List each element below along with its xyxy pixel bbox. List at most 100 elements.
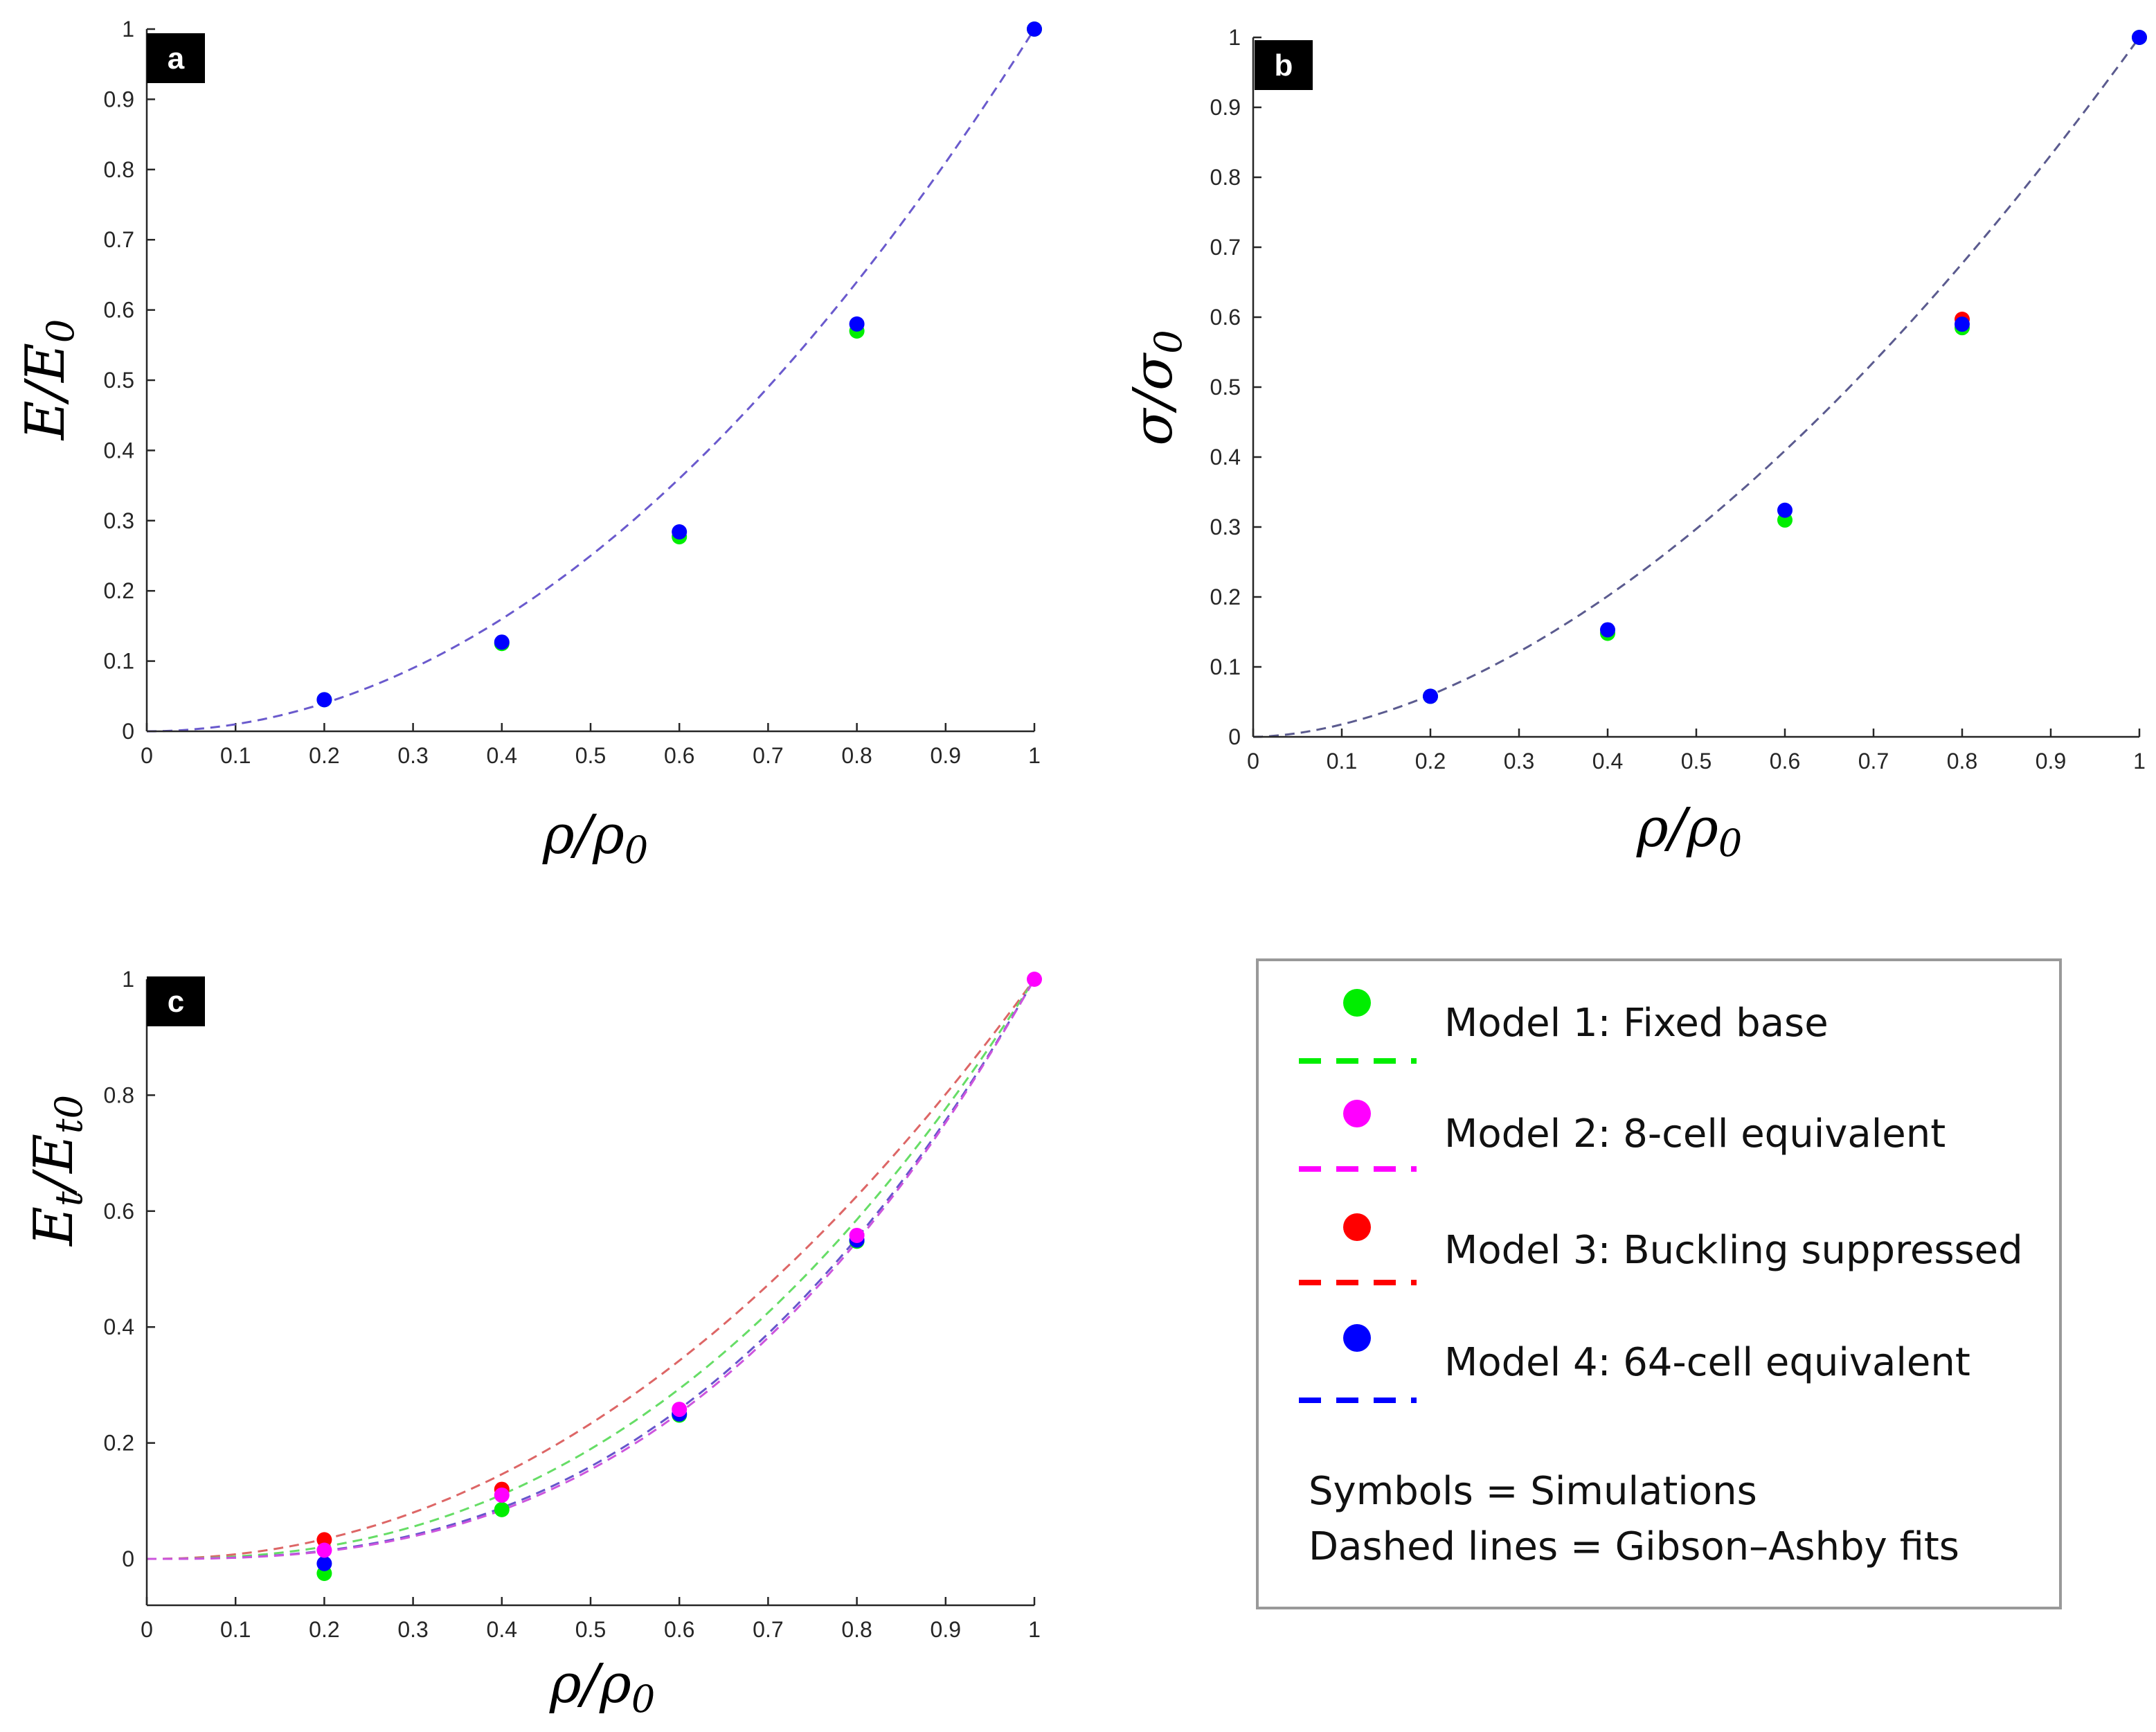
x-tick-label: 0.7 — [753, 1617, 783, 1642]
panel-c-badge — [147, 976, 205, 1026]
y-tick-label: 0.2 — [104, 1431, 134, 1456]
data-point — [494, 1501, 510, 1517]
panel-a-badge — [147, 33, 205, 83]
legend-marker-model2 — [1343, 1100, 1371, 1127]
legend-note-lines: Dashed lines = Gibson–Ashby fits — [1309, 1524, 1959, 1569]
x-tick-label: 0.6 — [1770, 749, 1800, 774]
x-tick-label: 0.2 — [309, 743, 339, 768]
x-tick-label: 0.4 — [487, 1617, 517, 1642]
y-tick-label: 1 — [1228, 25, 1241, 50]
y-tick-label: 0.4 — [104, 438, 134, 463]
y-tick-label: 0 — [122, 719, 134, 744]
y-tick-label: 1 — [122, 17, 134, 42]
legend-note-symbols: Symbols = Simulations — [1309, 1469, 1757, 1514]
x-tick-label: 0 — [141, 743, 153, 768]
panel-b: 0 0.1 0.2 0.3 0.4 0.5 0.6 0.7 0.8 0.9 1 0 0.1 0.2 0.3 0… — [1210, 25, 2147, 774]
y-tick-label: 0.3 — [1210, 515, 1241, 539]
legend-entry: Model 2: 8-cell equivalent — [1299, 1100, 1946, 1172]
panel-a-badge-label: a — [168, 42, 185, 75]
y-tick-label: 0 — [122, 1546, 134, 1571]
data-point — [1955, 316, 1970, 332]
panel-c-axes — [145, 979, 1034, 1607]
x-tick-label: 0.1 — [220, 743, 251, 768]
x-tick-label: 0.4 — [487, 743, 517, 768]
data-point — [316, 692, 332, 708]
panel-b-badge — [1255, 40, 1313, 90]
legend-entry: Model 4: 64-cell equivalent — [1299, 1324, 1970, 1403]
y-tick-label: 0.7 — [104, 227, 134, 252]
panel-b-axes — [1252, 37, 2139, 738]
x-tick-label: 0.9 — [2036, 749, 2066, 774]
panel-c-ylabel: Et/Et0 — [23, 1095, 91, 1247]
panel-a-ylabel: E/E0 — [15, 319, 82, 442]
x-tick-label: 0.8 — [841, 1617, 872, 1642]
fit-line — [147, 979, 1036, 1560]
panel-a-axes — [145, 29, 1034, 733]
x-tick-label: 0.8 — [1947, 749, 1977, 774]
x-tick-label: 0.2 — [309, 1617, 339, 1642]
x-tick-label: 0.6 — [664, 743, 694, 768]
x-tick-label: 1 — [1028, 1617, 1041, 1642]
y-tick-label: 0.9 — [1210, 95, 1241, 120]
panel-a-points — [316, 21, 1042, 708]
y-tick-label: 0.8 — [1210, 165, 1241, 190]
legend-entry: Model 1: Fixed base — [1299, 989, 1829, 1064]
y-tick-label: 0.8 — [104, 157, 134, 182]
legend-label-model2: Model 2: 8-cell equivalent — [1444, 1111, 1946, 1157]
x-tick-label: 0.6 — [664, 1617, 694, 1642]
legend-entry: Model 3: Buckling suppressed — [1299, 1213, 2023, 1285]
y-tick-label: 1 — [122, 967, 134, 992]
fit-line — [147, 979, 1036, 1560]
x-tick-label: 0.9 — [931, 743, 961, 768]
x-tick-label: 0.5 — [575, 743, 606, 768]
x-tick-label: 1 — [1028, 743, 1041, 768]
panel-b-badge-label: b — [1275, 48, 1293, 82]
panel-b-points — [1423, 30, 2147, 704]
y-tick-label: 0.4 — [1210, 445, 1241, 470]
panel-b-fits — [1252, 37, 2141, 738]
data-point — [316, 1542, 332, 1558]
legend-label-model4: Model 4: 64-cell equivalent — [1444, 1340, 1970, 1385]
x-tick-label: 0.1 — [220, 1617, 251, 1642]
panel-c-fits — [147, 979, 1036, 1560]
data-point — [494, 1487, 510, 1503]
panel-b-ticks: 0 0.1 0.2 0.3 0.4 0.5 0.6 0.7 0.8 0.9 1 0 0.1 0.2 0.3 0… — [1210, 25, 2146, 774]
data-point — [1777, 502, 1793, 518]
x-tick-label: 0.3 — [1504, 749, 1534, 774]
y-tick-label: 0.7 — [1210, 235, 1241, 260]
y-tick-label: 0.2 — [1210, 584, 1241, 609]
y-tick-label: 0.6 — [104, 298, 134, 323]
panel-c-points — [316, 972, 1042, 1581]
y-tick-label: 0.6 — [1210, 305, 1241, 330]
y-tick-label: 0.1 — [104, 649, 134, 674]
legend-marker-model1 — [1343, 989, 1371, 1017]
x-tick-label: 0 — [141, 1617, 153, 1642]
data-point — [316, 1532, 332, 1548]
panel-a: 0 0.1 0.2 0.3 0.4 0.5 0.6 0.7 0.8 0.9 1 0 0.1 0.2 0.3 0… — [104, 17, 1042, 768]
fit-line — [1252, 37, 2141, 738]
y-tick-label: 0.9 — [104, 87, 134, 111]
data-point — [849, 316, 865, 332]
y-tick-label: 0.1 — [1210, 654, 1241, 679]
legend-marker-model4 — [1343, 1324, 1371, 1352]
panel-a-ticks: 0 0.1 0.2 0.3 0.4 0.5 0.6 0.7 0.8 0.9 1 0 0.1 0.2 0.3 0… — [104, 17, 1041, 768]
y-tick-label: 0.5 — [1210, 375, 1241, 400]
x-tick-label: 0.2 — [1415, 749, 1446, 774]
data-point — [672, 524, 688, 540]
y-tick-label: 0.6 — [104, 1199, 134, 1224]
x-tick-label: 0.1 — [1327, 749, 1357, 774]
y-tick-label: 0.8 — [104, 1082, 134, 1107]
data-point — [494, 634, 510, 650]
y-tick-label: 0 — [1228, 724, 1241, 749]
x-tick-label: 0 — [1247, 749, 1259, 774]
x-tick-label: 0.3 — [397, 743, 428, 768]
x-tick-label: 0.9 — [931, 1617, 961, 1642]
legend: Model 1: Fixed base Model 2: 8-cell equi… — [1256, 958, 2062, 1609]
data-point — [316, 1555, 332, 1571]
legend-label-model3: Model 3: Buckling suppressed — [1444, 1228, 2023, 1273]
y-tick-label: 0.5 — [104, 368, 134, 393]
x-tick-label: 0.7 — [1858, 749, 1889, 774]
y-tick-label: 0.3 — [104, 508, 134, 533]
fit-line — [147, 979, 1036, 1560]
